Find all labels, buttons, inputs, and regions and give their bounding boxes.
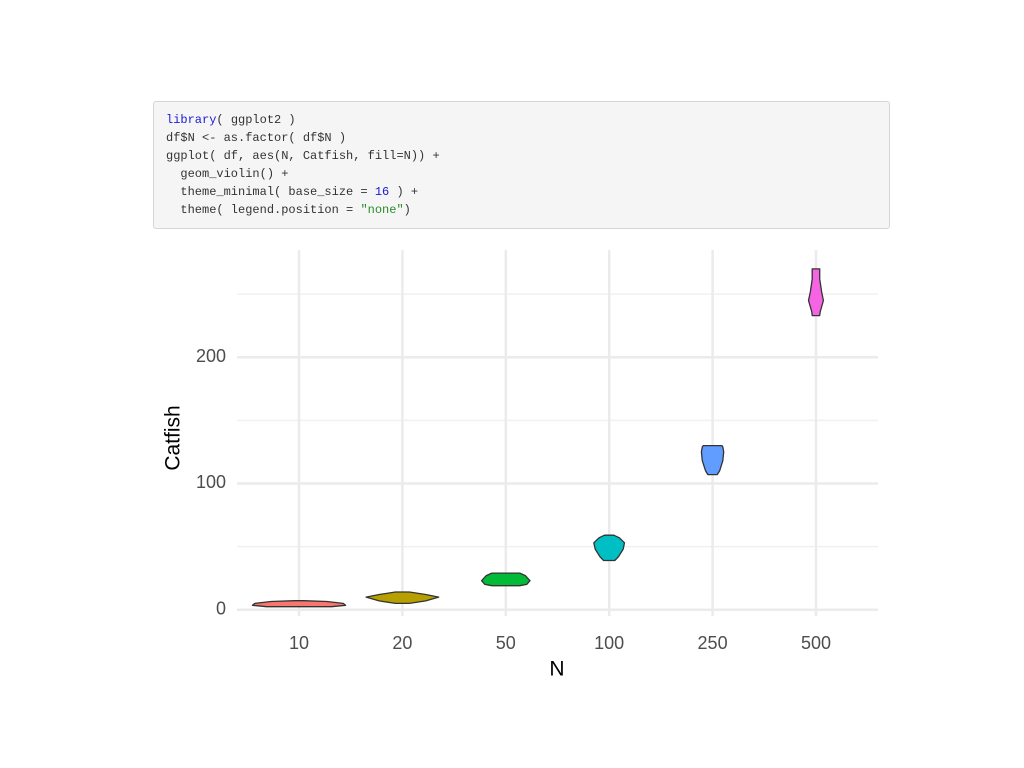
code-token: df$N <- as.factor( df$N ) <box>166 131 347 145</box>
x-axis-title: N <box>549 658 564 681</box>
code-token: ) + <box>389 185 419 199</box>
code-block: library( ggplot2 ) df$N <- as.factor( df$… <box>153 101 890 229</box>
code-token: ) <box>403 203 411 217</box>
violin <box>365 591 440 605</box>
y-axis-title: Catfish <box>162 405 185 470</box>
code-token: "none" <box>360 203 404 217</box>
x-tick-label: 20 <box>392 633 412 653</box>
x-tick-label: 100 <box>594 633 624 653</box>
code-token: 16 <box>374 185 390 199</box>
code-token: library <box>166 113 217 127</box>
violin <box>807 268 825 317</box>
code-line: theme( legend.position = "none") <box>166 201 877 219</box>
code-token: theme( legend.position = <box>166 203 361 217</box>
violin <box>480 572 531 587</box>
y-tick-label: 200 <box>196 346 226 366</box>
code-line: library( ggplot2 ) <box>166 111 877 129</box>
y-tick-label: 100 <box>196 472 226 492</box>
x-tick-label: 50 <box>496 633 516 653</box>
code-token: geom_violin() + <box>166 167 289 181</box>
code-line: theme_minimal( base_size = 16 ) + <box>166 183 877 201</box>
code-token: ggplot( df, aes(N, Catfish, fill=N)) + <box>166 149 440 163</box>
grid <box>237 250 878 616</box>
code-token: ( ggplot2 ) <box>216 113 296 127</box>
violin <box>251 600 347 608</box>
code-line: geom_violin() + <box>166 165 877 183</box>
violin <box>593 534 626 562</box>
x-tick-label: 500 <box>801 633 831 653</box>
code-token: theme_minimal( base_size = <box>166 185 375 199</box>
code-line: df$N <- as.factor( df$N ) <box>166 129 877 147</box>
violin <box>700 444 725 476</box>
y-tick-label: 0 <box>216 598 226 618</box>
x-tick-label: 250 <box>698 633 728 653</box>
x-tick-label: 10 <box>289 633 309 653</box>
code-line: ggplot( df, aes(N, Catfish, fill=N)) + <box>166 147 877 165</box>
